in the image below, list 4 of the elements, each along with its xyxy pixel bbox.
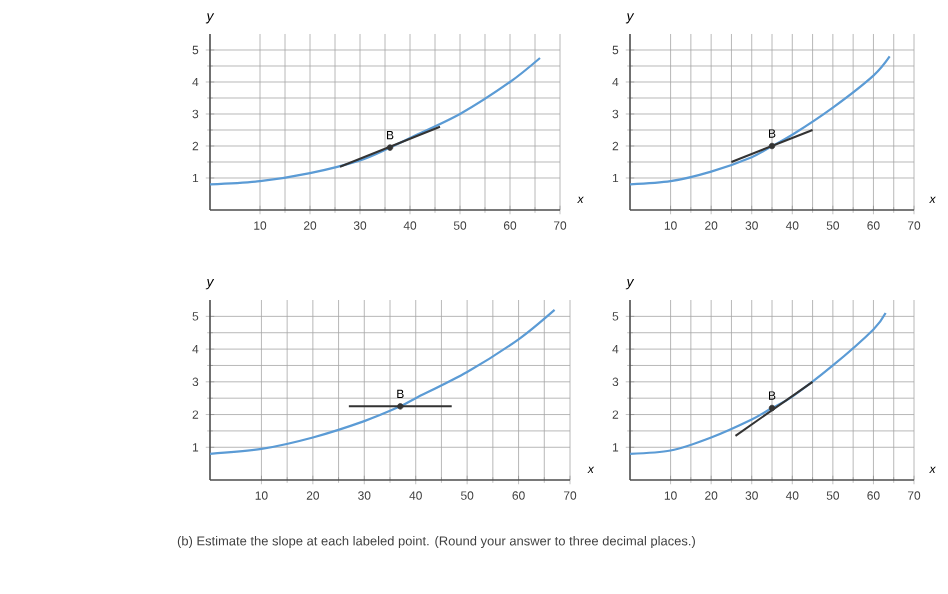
line-series <box>628 311 887 455</box>
line-series <box>628 55 891 186</box>
line-series <box>208 308 556 455</box>
line-series <box>208 56 542 186</box>
